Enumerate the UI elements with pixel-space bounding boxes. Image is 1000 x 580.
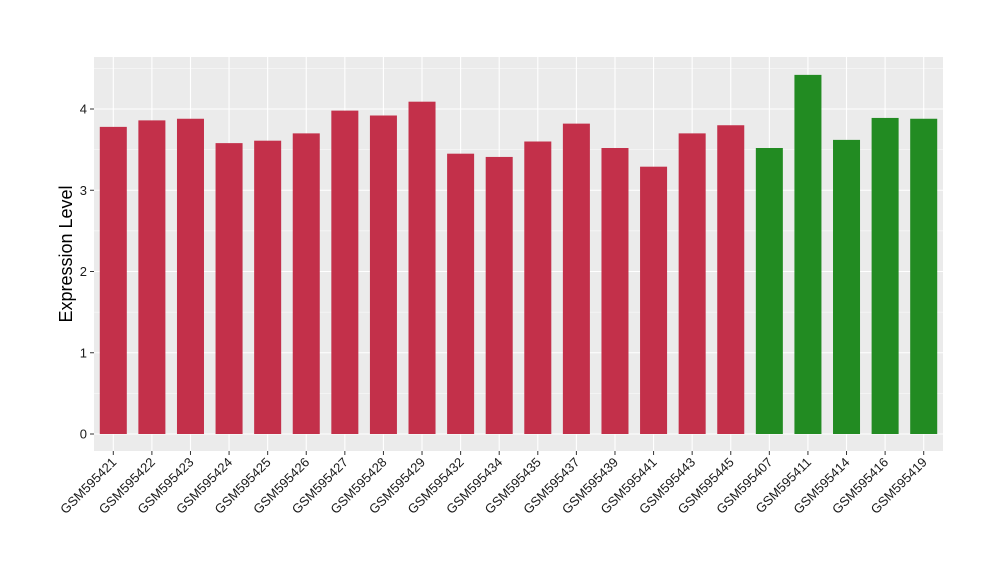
bar-GSM595432	[447, 153, 475, 434]
bar-GSM595426	[292, 133, 320, 434]
y-tick-label: 2	[80, 264, 87, 279]
bar-GSM595441	[640, 166, 668, 434]
bar-GSM595443	[678, 133, 706, 434]
bar-GSM595424	[215, 143, 243, 434]
bar-GSM595435	[524, 141, 552, 434]
bars	[99, 74, 938, 434]
bar-GSM595423	[176, 118, 204, 434]
y-tick-label: 1	[80, 345, 87, 360]
bar-GSM595427	[331, 110, 359, 434]
bar-GSM595439	[601, 148, 629, 434]
bar-GSM595425	[254, 140, 282, 434]
x-axis: GSM595421GSM595422GSM595423GSM595424GSM5…	[57, 451, 930, 517]
y-tick-label: 0	[80, 427, 87, 442]
bar-GSM595445	[717, 125, 745, 434]
bar-GSM595411	[794, 74, 822, 434]
bar-GSM595421	[99, 126, 127, 434]
bar-GSM595414	[833, 139, 861, 434]
y-axis-title: Expression Level	[56, 185, 76, 322]
bar-GSM595437	[562, 123, 590, 434]
bar-GSM595434	[485, 156, 513, 434]
bar-GSM595419	[910, 118, 938, 434]
bar-GSM595416	[871, 117, 899, 434]
bar-GSM595422	[138, 120, 166, 434]
bar-GSM595407	[755, 148, 783, 434]
bar-GSM595429	[408, 101, 436, 434]
y-axis: 0 1 2 3 4	[80, 102, 94, 442]
bar-GSM595428	[369, 115, 397, 434]
y-tick-label: 3	[80, 183, 87, 198]
y-tick-label: 4	[80, 102, 87, 117]
